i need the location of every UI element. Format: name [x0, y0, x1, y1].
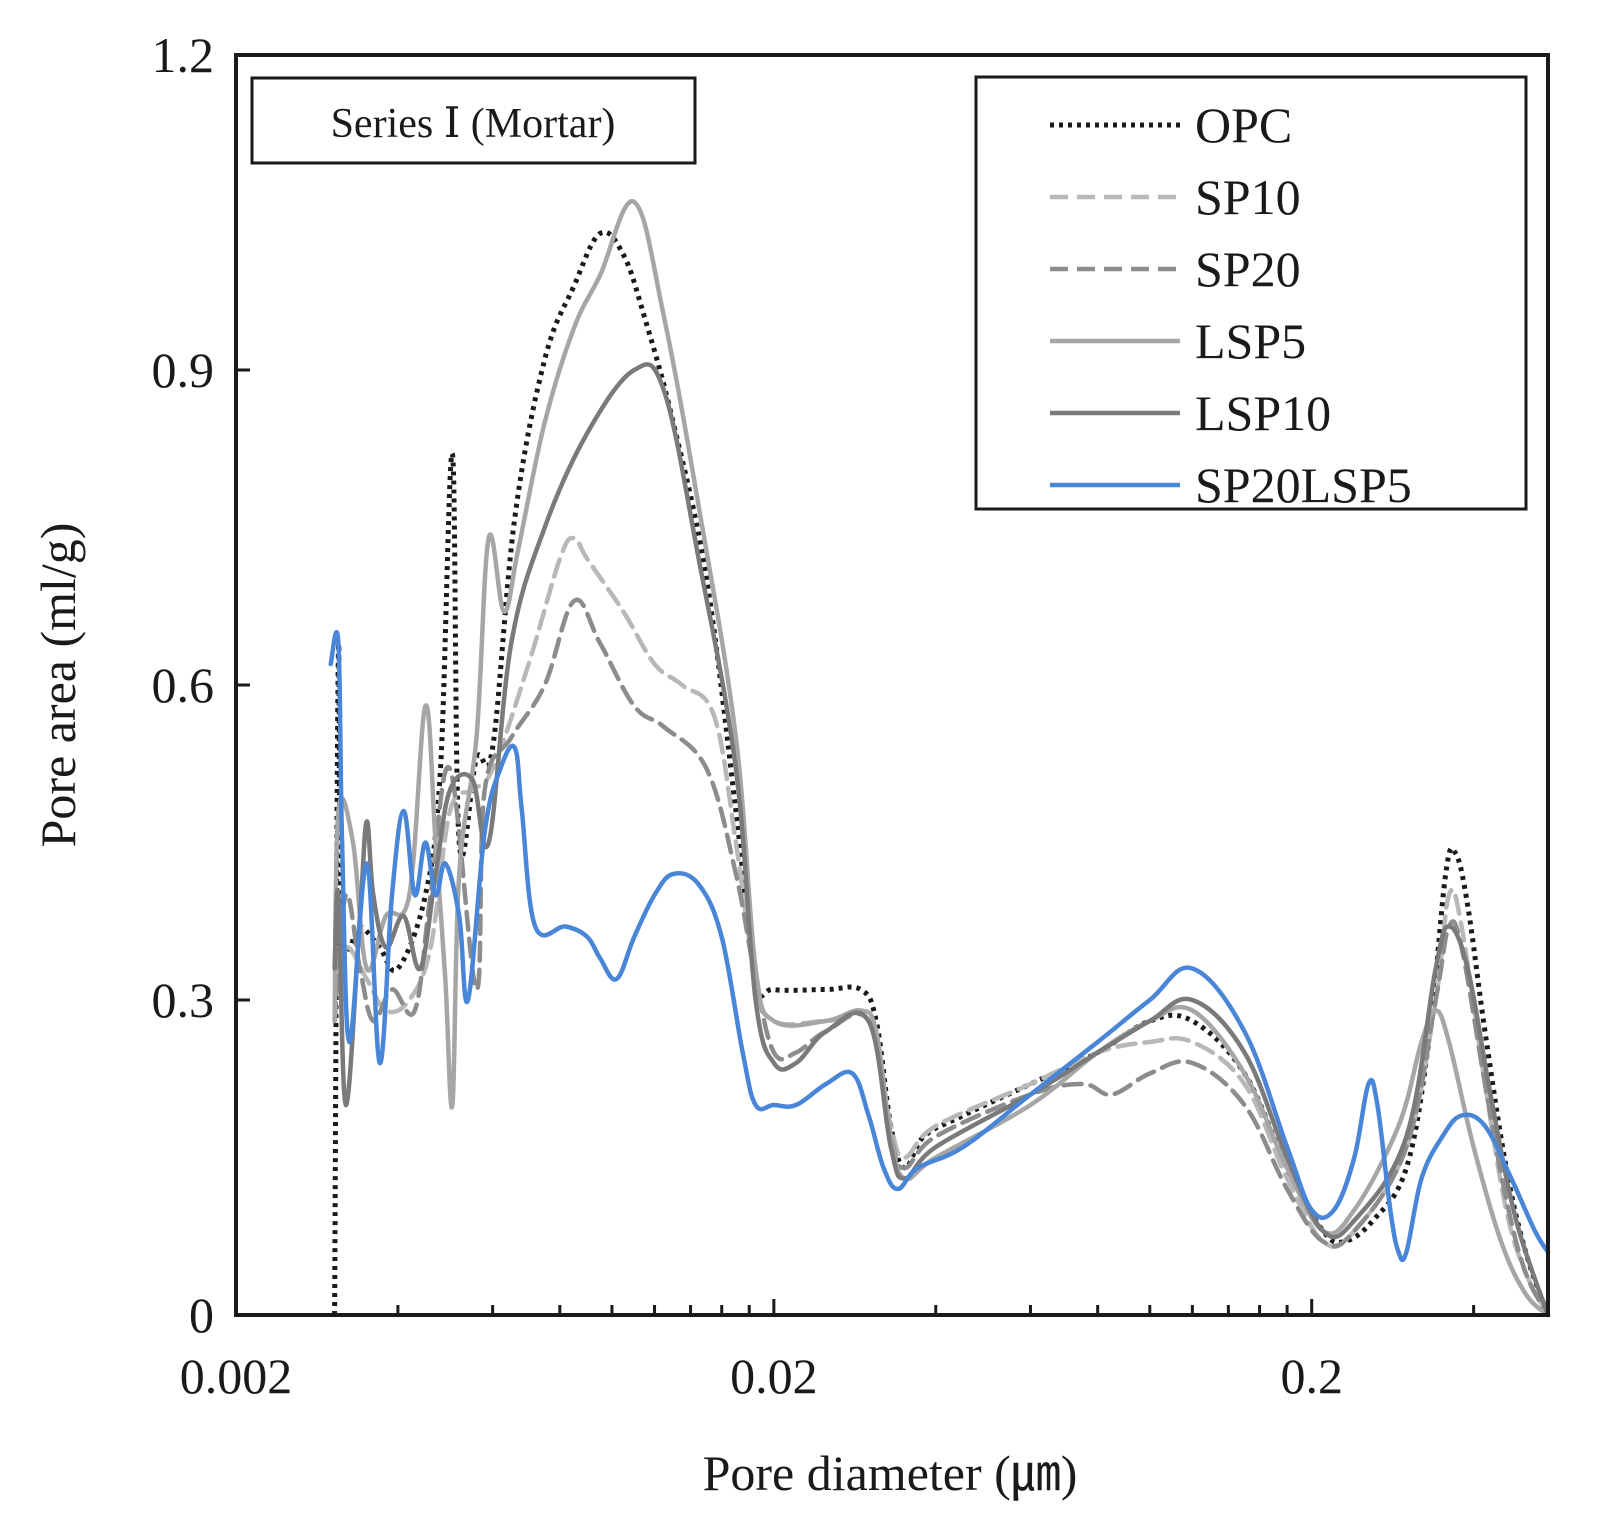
- series-label-text: Series Ⅰ (Mortar): [331, 101, 616, 147]
- y-tick-label: 0.6: [152, 657, 215, 713]
- series-line-sp20lsp5: [328, 630, 1551, 1263]
- y-tick-label: 0.3: [152, 972, 215, 1028]
- x-tick-label: 0.02: [730, 1348, 818, 1404]
- series-layer: [328, 199, 1551, 1318]
- legend-label-lsp10: LSP10: [1195, 385, 1331, 441]
- legend-label-lsp5: LSP5: [1195, 313, 1306, 369]
- x-axis-title: Pore diameter (㎛): [703, 1445, 1078, 1502]
- plot-area-frame: [234, 53, 1550, 1317]
- y-tick-label: 0: [189, 1287, 214, 1343]
- y-tick-label: 1.2: [152, 27, 215, 83]
- legend-label-sp20: SP20: [1195, 241, 1301, 297]
- series-line-lsp10: [332, 362, 1551, 1318]
- x-tick-label: 0.2: [1280, 1348, 1343, 1404]
- series-label-frame: [250, 76, 697, 165]
- y-tick-label: 0.9: [152, 342, 215, 398]
- x-tick-label: 0.002: [180, 1348, 293, 1404]
- legend-label-sp20lsp5: SP20LSP5: [1195, 457, 1412, 513]
- legend-label-opc: OPC: [1195, 97, 1292, 153]
- series-line-lsp5: [332, 199, 1551, 1318]
- series-line-sp20: [332, 597, 1551, 1318]
- legend-frame: [974, 75, 1528, 511]
- series-line-sp10: [332, 535, 1551, 1318]
- y-axis-title: Pore area (ml/g): [30, 523, 86, 848]
- tick-layer: 0 0.3 0.6 0.9 1.2 0.002 0.02 0.2: [152, 27, 1476, 1404]
- legend-label-sp10: SP10: [1195, 169, 1301, 225]
- series-label-box: Series Ⅰ (Mortar): [250, 76, 697, 165]
